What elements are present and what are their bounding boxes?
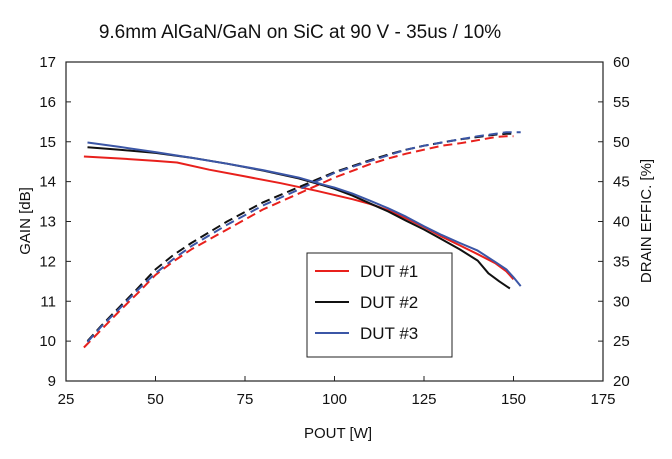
y2-tick-label: 20 [613, 373, 630, 390]
legend-label-dut-1: DUT #1 [360, 262, 418, 281]
y-tick-label: 14 [39, 174, 56, 191]
gain-line-dut-3 [87, 141, 522, 287]
y2-tick-label: 50 [613, 134, 630, 151]
x-tick-label: 75 [237, 391, 254, 408]
y2-tick-label: 35 [613, 253, 630, 270]
plot-area: 25 50 75 100 125 150 175 9 10 11 12 13 14 15 16 17 20 25 3… [39, 54, 629, 408]
y2-tick-label: 40 [613, 214, 630, 231]
y2-tick-label: 45 [613, 174, 630, 191]
chart-title: 9.6mm AlGaN/GaN on SiC at 90 V - 35us / … [99, 22, 501, 43]
y2-tick-label: 25 [613, 333, 630, 350]
legend-label-dut-3: DUT #3 [360, 324, 418, 343]
y-tick-label: 13 [39, 214, 56, 231]
legend-label-dut-2: DUT #2 [360, 293, 418, 312]
y2-tick-label: 60 [613, 54, 630, 71]
y-tick-label: 12 [39, 253, 56, 270]
x-tick-label: 100 [322, 391, 347, 408]
y-tick-label: 15 [39, 134, 56, 151]
y2-axis-label: DRAIN EFFIC. [%] [638, 159, 655, 283]
x-axis-label: POUT [W] [304, 425, 372, 442]
y-tick-label: 10 [39, 333, 56, 350]
y-tick-label: 16 [39, 94, 56, 111]
efficiency-line-dut-1 [83, 135, 514, 349]
x-tick-label: 25 [58, 391, 75, 408]
x-tick-label: 175 [590, 391, 615, 408]
x-tick-label: 150 [501, 391, 526, 408]
x-tick-label: 125 [411, 391, 436, 408]
y-tick-label: 9 [48, 373, 56, 390]
y-tick-label: 17 [39, 54, 56, 71]
y2-tick-label: 30 [613, 293, 630, 310]
efficiency-line-dut-3 [86, 131, 521, 343]
y2-tick-label: 55 [613, 94, 630, 111]
y-tick-label: 11 [40, 293, 56, 310]
y-axis-label: GAIN [dB] [17, 187, 34, 255]
x-tick-label: 50 [147, 391, 164, 408]
